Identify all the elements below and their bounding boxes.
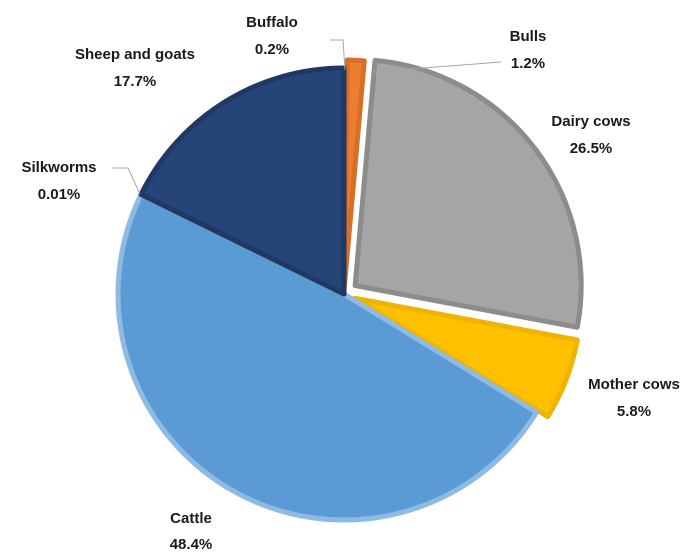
pie-slice-cattle [115,191,540,523]
label-buffalo-value: 0.2% [255,41,289,58]
leader-line-buffalo [330,39,346,71]
pie-slice-mother-cows [352,295,580,420]
label-bulls-value: 1.2% [511,55,545,72]
pie-slice-bulls [341,57,367,289]
pie-slice-dairy-cows [352,57,584,330]
leader-lines [112,39,502,195]
label-silkworms-value: 0.01% [38,186,81,203]
label-dairy-cows-value: 26.5% [570,140,613,157]
label-buffalo-name: Buffalo [246,14,298,31]
label-silkworms-name: Silkworms [21,159,96,176]
label-sheep-and-goats-value: 17.7% [114,73,157,90]
label-bulls-name: Bulls [510,28,547,45]
label-dairy-cows-name: Dairy cows [551,113,630,130]
label-cattle-name: Cattle [170,510,212,527]
leader-line-bulls [370,61,502,73]
pie-slice-sheep-and-goats [138,65,347,297]
label-mother-cows-name: Mother cows [588,376,680,393]
label-sheep-and-goats-name: Sheep and goats [75,46,195,63]
label-mother-cows-value: 5.8% [617,403,651,420]
pie-slices [115,57,584,523]
leader-line-silkworms [112,167,141,195]
label-cattle-value: 48.4% [170,536,213,552]
